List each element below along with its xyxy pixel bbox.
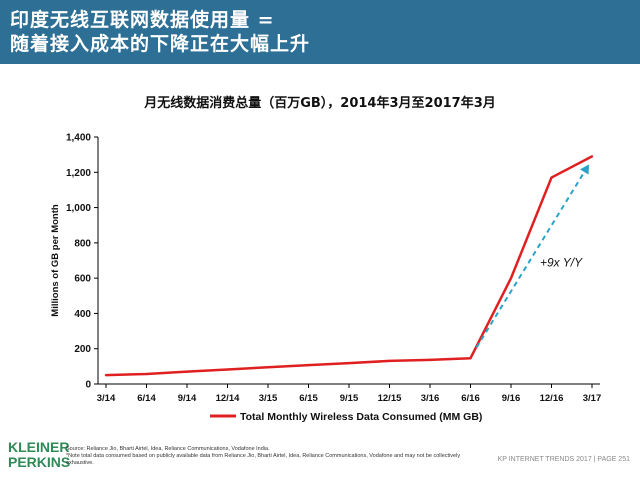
kleiner-perkins-logo: KLEINER PERKINS bbox=[8, 440, 70, 470]
data-point bbox=[388, 359, 391, 363]
y-tick-label: 600 bbox=[74, 274, 91, 285]
page-footer: KP INTERNET TRENDS 2017 | PAGE 251 bbox=[497, 456, 630, 463]
y-tick-label: 1,000 bbox=[66, 203, 91, 214]
x-tick-label: 12/14 bbox=[216, 393, 240, 404]
data-point bbox=[469, 357, 472, 360]
data-point bbox=[185, 370, 189, 373]
y-tick-label: 200 bbox=[74, 344, 91, 355]
y-tick-label: 800 bbox=[74, 238, 91, 249]
data-point bbox=[428, 358, 432, 362]
annotation-label: +9x Y/Y bbox=[540, 256, 583, 270]
logo-text: KLEINER PERKINS bbox=[8, 439, 71, 470]
x-tick-label: 3/17 bbox=[583, 393, 602, 404]
x-tick-label: 3/14 bbox=[97, 393, 116, 404]
data-point bbox=[266, 366, 270, 369]
x-tick-label: 9/14 bbox=[178, 393, 197, 404]
data-point bbox=[550, 176, 553, 179]
y-tick-label: 400 bbox=[74, 309, 91, 320]
data-point bbox=[226, 368, 229, 371]
x-tick-label: 9/16 bbox=[502, 393, 521, 404]
x-tick-label: 9/15 bbox=[340, 393, 359, 404]
data-point bbox=[347, 361, 351, 365]
y-tick-label: 1,400 bbox=[66, 133, 91, 144]
x-tick-label: 6/15 bbox=[299, 393, 318, 404]
chart-legend: Total Monthly Wireless Data Consumed (MM… bbox=[210, 411, 482, 423]
slide-header: 印度无线互联网数据使用量 = 随着接入成本的下降正在大幅上升 bbox=[0, 0, 640, 64]
x-tick-label: 12/16 bbox=[540, 393, 564, 404]
chart-title: 月无线数据消费总量（百万GB），2014年3月至2017年3月 bbox=[144, 96, 496, 111]
series-line bbox=[105, 155, 593, 377]
x-tick-label: 6/14 bbox=[137, 393, 156, 404]
slide-title: 印度无线互联网数据使用量 = 随着接入成本的下降正在大幅上升 bbox=[10, 9, 311, 55]
legend-label: Total Monthly Wireless Data Consumed (MM… bbox=[240, 411, 482, 423]
data-point bbox=[509, 276, 513, 280]
chart-series bbox=[104, 155, 594, 377]
y-tick-label: 1,200 bbox=[66, 168, 91, 179]
source-note: Source: Reliance Jio, Bharti Airtel, Ide… bbox=[66, 446, 461, 466]
x-tick-label: 3/15 bbox=[259, 393, 278, 404]
chart-annotation: +9x Y/Y bbox=[475, 163, 590, 349]
x-tick-label: 3/16 bbox=[421, 393, 440, 404]
data-point bbox=[590, 155, 594, 158]
x-tick-label: 12/15 bbox=[378, 393, 402, 404]
data-point bbox=[307, 363, 310, 367]
data-point bbox=[145, 372, 148, 376]
y-axis-label: Millions of GB per Month bbox=[50, 204, 61, 317]
x-tick-label: 6/16 bbox=[461, 393, 480, 404]
annotation-arrow-head bbox=[580, 164, 589, 175]
y-tick-label: 0 bbox=[85, 380, 91, 391]
data-point bbox=[104, 373, 108, 377]
chart-axes: 0 200 400 600 800 1,000 1,200 1,400 3/14 6/14 9/14… bbox=[50, 133, 601, 405]
